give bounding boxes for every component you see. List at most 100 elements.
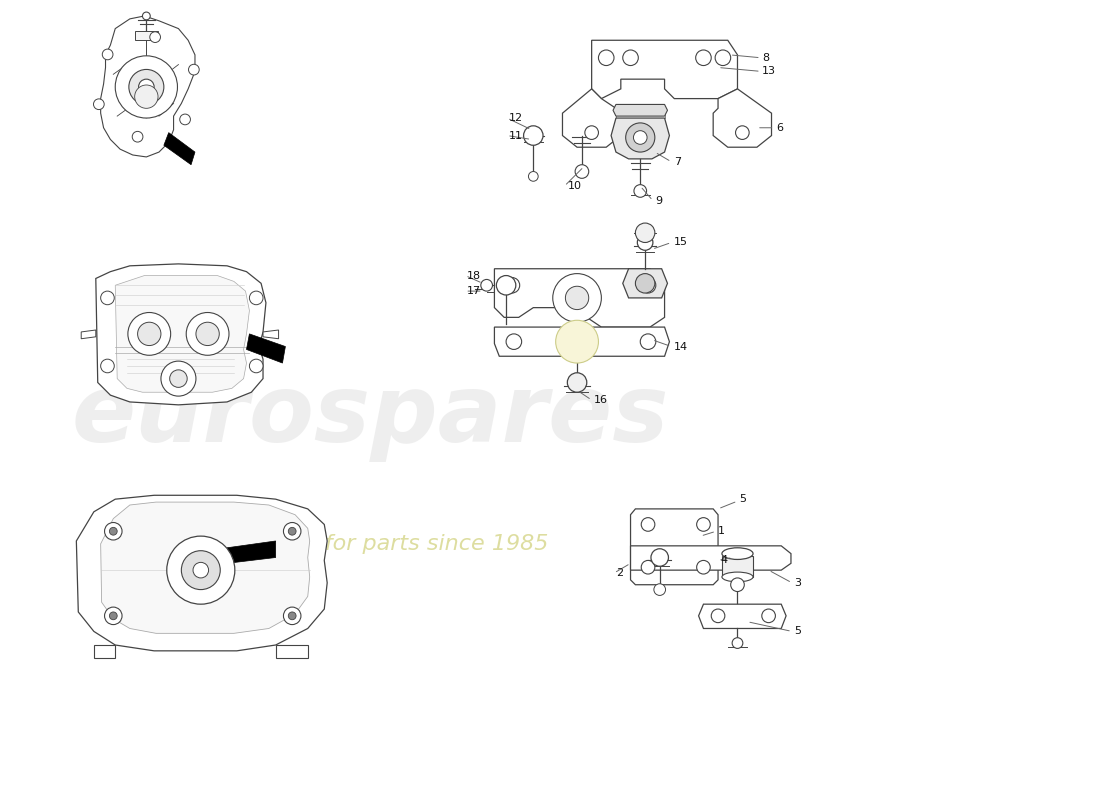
Text: 5: 5	[794, 626, 801, 636]
Circle shape	[641, 518, 654, 531]
Polygon shape	[96, 264, 266, 405]
Polygon shape	[246, 334, 285, 363]
Ellipse shape	[722, 572, 754, 582]
Circle shape	[250, 359, 263, 373]
Text: 17: 17	[468, 286, 482, 296]
Polygon shape	[592, 40, 737, 98]
Circle shape	[167, 536, 234, 604]
Circle shape	[695, 50, 712, 66]
Circle shape	[288, 612, 296, 620]
Text: 3: 3	[794, 578, 801, 588]
Circle shape	[161, 361, 196, 396]
Polygon shape	[623, 269, 668, 298]
Circle shape	[653, 584, 666, 595]
Circle shape	[641, 561, 654, 574]
Text: 9: 9	[654, 196, 662, 206]
Circle shape	[481, 279, 493, 291]
Circle shape	[730, 578, 745, 591]
Text: a passion for parts since 1985: a passion for parts since 1985	[212, 534, 549, 554]
Text: 15: 15	[674, 238, 689, 247]
Text: 2: 2	[616, 568, 623, 578]
Circle shape	[196, 322, 219, 346]
Circle shape	[186, 313, 229, 355]
Circle shape	[623, 50, 638, 66]
Circle shape	[169, 370, 187, 387]
Circle shape	[104, 522, 122, 540]
Circle shape	[192, 562, 209, 578]
Polygon shape	[630, 546, 791, 570]
Text: 4: 4	[720, 555, 727, 566]
Circle shape	[101, 359, 114, 373]
Circle shape	[143, 12, 151, 20]
Circle shape	[288, 527, 296, 535]
Circle shape	[696, 518, 711, 531]
Circle shape	[102, 49, 113, 60]
Polygon shape	[134, 30, 158, 40]
Polygon shape	[227, 541, 276, 563]
Circle shape	[128, 313, 170, 355]
Circle shape	[284, 607, 301, 625]
Circle shape	[585, 126, 598, 139]
Circle shape	[575, 165, 589, 178]
Circle shape	[139, 79, 154, 94]
Circle shape	[636, 223, 654, 242]
Circle shape	[640, 278, 656, 293]
Polygon shape	[613, 105, 668, 116]
Text: 8: 8	[762, 53, 769, 62]
Circle shape	[553, 274, 602, 322]
Circle shape	[528, 171, 538, 182]
Circle shape	[598, 50, 614, 66]
Circle shape	[138, 322, 161, 346]
Circle shape	[116, 56, 177, 118]
Text: 7: 7	[674, 157, 681, 166]
Polygon shape	[722, 555, 754, 577]
Circle shape	[762, 609, 776, 622]
Circle shape	[109, 612, 118, 620]
Text: 12: 12	[509, 113, 524, 123]
Circle shape	[132, 131, 143, 142]
Polygon shape	[713, 89, 771, 147]
Text: 18: 18	[468, 270, 482, 281]
Text: 5: 5	[739, 494, 747, 504]
Polygon shape	[616, 108, 664, 118]
Circle shape	[101, 291, 114, 305]
Text: 10: 10	[568, 181, 581, 191]
Polygon shape	[698, 604, 786, 629]
Circle shape	[188, 64, 199, 75]
Circle shape	[496, 275, 516, 295]
Circle shape	[150, 32, 161, 42]
Polygon shape	[562, 89, 620, 147]
Circle shape	[634, 130, 647, 144]
Polygon shape	[116, 275, 250, 392]
Text: 16: 16	[594, 395, 607, 405]
Polygon shape	[494, 269, 664, 327]
Circle shape	[506, 334, 521, 350]
Circle shape	[109, 527, 118, 535]
Polygon shape	[164, 133, 195, 165]
Text: 13: 13	[762, 66, 776, 76]
Circle shape	[182, 550, 220, 590]
Text: 14: 14	[674, 342, 689, 351]
Text: 1: 1	[718, 526, 725, 536]
Polygon shape	[276, 645, 308, 658]
Polygon shape	[120, 78, 172, 118]
Polygon shape	[494, 327, 670, 356]
Circle shape	[568, 373, 586, 392]
Circle shape	[636, 274, 654, 293]
Text: 11: 11	[509, 130, 522, 141]
Circle shape	[696, 561, 711, 574]
Text: 6: 6	[777, 122, 783, 133]
Circle shape	[651, 549, 669, 566]
Circle shape	[134, 85, 158, 108]
Circle shape	[250, 291, 263, 305]
Circle shape	[736, 126, 749, 139]
Ellipse shape	[722, 548, 754, 559]
Circle shape	[524, 126, 543, 146]
Circle shape	[640, 334, 656, 350]
Circle shape	[284, 522, 301, 540]
Circle shape	[129, 70, 164, 105]
Polygon shape	[94, 645, 115, 658]
Circle shape	[712, 609, 725, 622]
Text: eurospares: eurospares	[72, 370, 669, 462]
Circle shape	[637, 234, 653, 250]
